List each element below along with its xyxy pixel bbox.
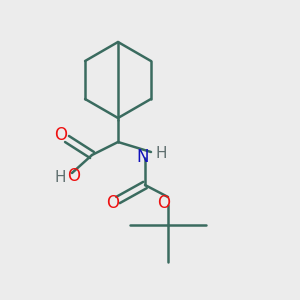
Text: O: O bbox=[68, 167, 80, 185]
Text: H: H bbox=[155, 146, 167, 161]
Text: H: H bbox=[54, 170, 66, 185]
Text: O: O bbox=[55, 126, 68, 144]
Text: O: O bbox=[158, 194, 170, 212]
Text: N: N bbox=[137, 148, 149, 166]
Text: O: O bbox=[106, 194, 119, 212]
